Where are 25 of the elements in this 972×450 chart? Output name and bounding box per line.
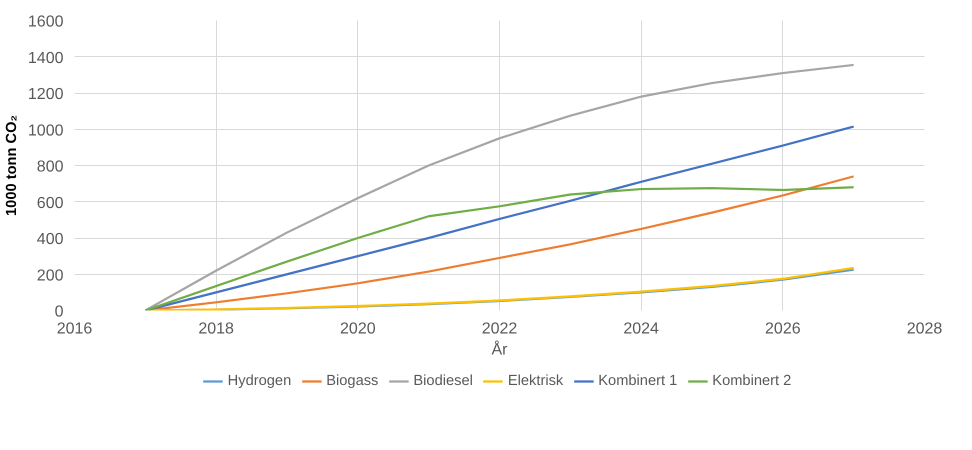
line-series (144, 64, 855, 310)
legend-label: Biodiesel (413, 373, 473, 389)
x-tick-label: 2026 (765, 320, 801, 338)
y-tick-label: 800 (36, 158, 64, 176)
y-tick-label: 1000 (28, 122, 64, 140)
x-axis-title: År (492, 340, 508, 358)
y-tick-label: 200 (36, 267, 64, 284)
y-tick-label: 1200 (28, 86, 64, 103)
x-tick-label: 2024 (623, 320, 660, 338)
legend-label: Kombinert 2 (712, 373, 792, 389)
y-tick-label: 0 (54, 304, 64, 320)
y-tick-label: 600 (36, 194, 64, 212)
legend-label: Biogass (326, 373, 378, 389)
legend-label: Hydrogen (228, 373, 292, 389)
y-tick-label: 400 (36, 231, 64, 248)
legend-label: Kombinert 1 (598, 373, 678, 389)
x-tick-label: 2016 (56, 320, 92, 338)
x-tick-label: 2020 (340, 320, 376, 338)
legend-label: Elektrisk (508, 373, 564, 389)
x-tick-label: 2028 (906, 320, 942, 338)
y-axis-title: 1000 tonn CO₂ (4, 115, 20, 216)
y-tick-label: 1600 (28, 14, 64, 30)
x-tick-label: 2022 (482, 320, 518, 338)
x-tick-label: 2018 (198, 320, 234, 338)
y-tick-label: 1400 (28, 50, 64, 67)
